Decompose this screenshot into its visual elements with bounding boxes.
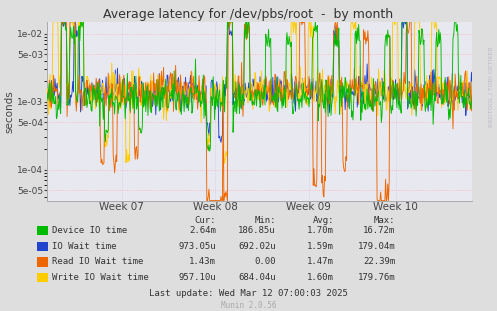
Text: Average latency for /dev/pbs/root  -  by month: Average latency for /dev/pbs/root - by m… (103, 8, 394, 21)
Text: 692.02u: 692.02u (238, 242, 276, 251)
Text: 1.43m: 1.43m (189, 258, 216, 266)
Text: 684.04u: 684.04u (238, 273, 276, 282)
Text: Read IO Wait time: Read IO Wait time (52, 258, 144, 266)
Text: IO Wait time: IO Wait time (52, 242, 117, 251)
Text: 1.59m: 1.59m (307, 242, 334, 251)
Text: Write IO Wait time: Write IO Wait time (52, 273, 149, 282)
Text: 1.60m: 1.60m (307, 273, 334, 282)
Text: Device IO time: Device IO time (52, 226, 127, 235)
Text: Avg:: Avg: (313, 216, 334, 225)
Y-axis label: seconds: seconds (4, 90, 14, 132)
Text: Max:: Max: (374, 216, 395, 225)
Text: 179.04m: 179.04m (357, 242, 395, 251)
Text: 1.47m: 1.47m (307, 258, 334, 266)
Text: 0.00: 0.00 (254, 258, 276, 266)
Text: 186.85u: 186.85u (238, 226, 276, 235)
Text: 973.05u: 973.05u (178, 242, 216, 251)
Text: 957.10u: 957.10u (178, 273, 216, 282)
Text: 1.70m: 1.70m (307, 226, 334, 235)
Text: 179.76m: 179.76m (357, 273, 395, 282)
Text: Munin 2.0.56: Munin 2.0.56 (221, 301, 276, 310)
Text: RRDTOOL / TOBI OETIKER: RRDTOOL / TOBI OETIKER (488, 47, 493, 128)
Text: 2.64m: 2.64m (189, 226, 216, 235)
Text: Min:: Min: (254, 216, 276, 225)
Text: Last update: Wed Mar 12 07:00:03 2025: Last update: Wed Mar 12 07:00:03 2025 (149, 290, 348, 298)
Text: Cur:: Cur: (195, 216, 216, 225)
Text: 16.72m: 16.72m (363, 226, 395, 235)
Text: 22.39m: 22.39m (363, 258, 395, 266)
